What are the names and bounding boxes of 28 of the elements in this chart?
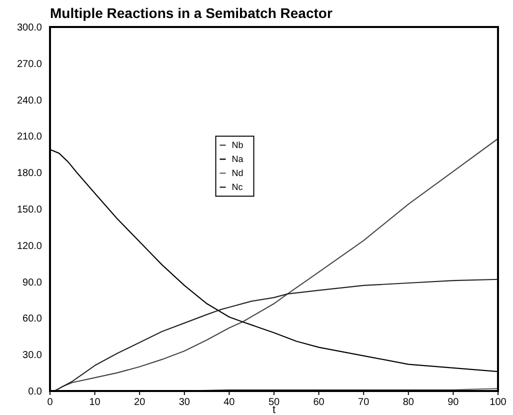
- x-tick-label: 60: [313, 397, 325, 408]
- legend-label: Nb: [232, 140, 244, 150]
- y-tick-label: 120.0: [16, 240, 42, 252]
- x-tick-label: 100: [490, 397, 507, 408]
- y-tick-label: 60.0: [22, 314, 42, 325]
- x-tick-label: 80: [402, 397, 414, 408]
- y-tick-label: 150.0: [16, 204, 42, 216]
- x-tick-label: 10: [89, 397, 101, 408]
- y-tick-label: 270.0: [16, 58, 42, 70]
- y-tick-label: 90.0: [22, 277, 42, 288]
- y-tick-label: 240.0: [16, 95, 42, 106]
- x-tick-label: 90: [448, 397, 460, 408]
- y-tick-label: 180.0: [16, 168, 42, 180]
- x-tick-label: 30: [178, 397, 190, 408]
- chart-title: Multiple Reactions in a Semibatch Reactor: [50, 5, 333, 21]
- y-tick-label: 300.0: [16, 22, 42, 34]
- x-axis-title: t: [272, 404, 276, 415]
- legend-label: Na: [232, 154, 244, 164]
- x-tick-label: 20: [134, 397, 146, 408]
- line-series: [54, 278, 499, 392]
- x-tick-label: 70: [358, 397, 370, 408]
- x-tick-label: 0: [47, 397, 54, 408]
- y-tick-label: 30.0: [22, 350, 42, 362]
- y-tick-label: 0.0: [28, 386, 42, 398]
- x-tick-label: 40: [224, 397, 236, 408]
- y-tick-label: 210.0: [16, 132, 42, 143]
- legend-label: Nd: [232, 168, 244, 178]
- legend-label: Nc: [232, 182, 244, 192]
